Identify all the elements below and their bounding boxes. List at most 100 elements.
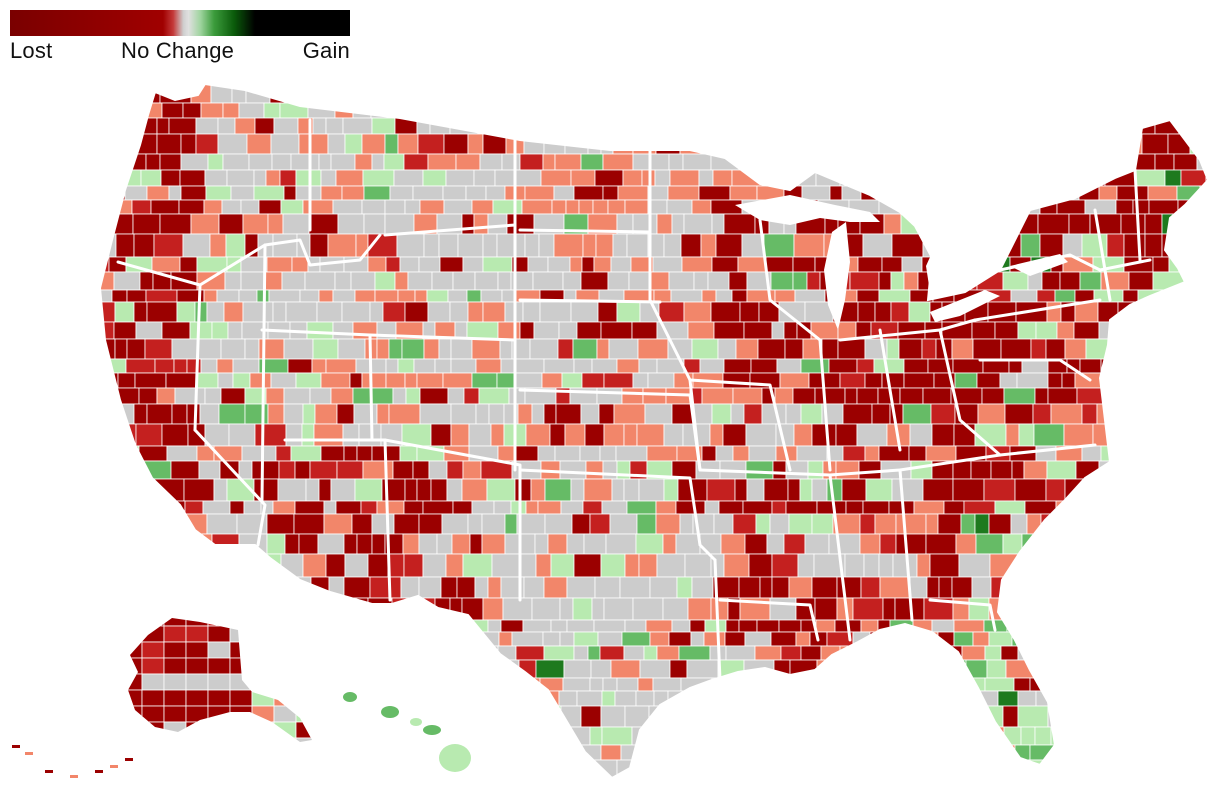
county-region <box>284 759 315 778</box>
county-region <box>895 513 927 535</box>
county-region <box>1106 645 1128 661</box>
county-region <box>699 358 725 374</box>
county-region <box>1095 576 1117 599</box>
county-region <box>706 478 736 502</box>
county-region <box>337 338 366 360</box>
hawaii-island <box>410 718 422 726</box>
alaska-region <box>251 618 275 627</box>
county-region <box>436 533 453 555</box>
county-region <box>593 619 626 633</box>
county-region <box>1158 372 1179 389</box>
county-region <box>216 289 240 303</box>
county-region <box>330 153 356 171</box>
county-region <box>128 783 146 792</box>
county-region <box>1143 321 1161 340</box>
county-region <box>232 358 260 374</box>
county-region <box>564 133 589 155</box>
county-region <box>1081 690 1110 707</box>
county-region <box>635 533 664 555</box>
county-region <box>968 597 990 621</box>
county-region <box>658 301 685 323</box>
county-region <box>452 690 471 707</box>
county-region <box>1002 533 1023 555</box>
county-region <box>100 185 126 201</box>
county-region <box>382 744 410 761</box>
county-region <box>1184 423 1208 447</box>
alaska-region <box>128 625 143 643</box>
county-region <box>680 233 702 258</box>
county-region <box>1213 272 1220 290</box>
county-region <box>454 321 468 340</box>
county-region <box>941 185 966 201</box>
county-region <box>231 84 247 104</box>
alaska-region <box>318 658 340 674</box>
county-region <box>804 690 834 707</box>
county-region <box>964 185 991 201</box>
county-region <box>320 372 351 389</box>
county-region <box>1200 619 1208 633</box>
county-region <box>1108 677 1132 692</box>
county-region <box>947 705 973 728</box>
county-region <box>244 338 260 360</box>
county-region <box>779 372 810 389</box>
county-region <box>952 460 972 480</box>
county-region <box>929 553 960 578</box>
county-region <box>669 726 684 746</box>
county-region <box>145 153 161 171</box>
county-region <box>925 445 957 462</box>
county-region <box>100 533 114 555</box>
state-border <box>828 473 852 642</box>
county-region <box>479 153 503 171</box>
county-region <box>301 677 315 692</box>
county-region <box>656 213 673 235</box>
county-region <box>616 301 641 323</box>
county-region <box>639 659 671 679</box>
county-region <box>204 759 224 778</box>
county-region <box>964 133 986 155</box>
county-region <box>494 117 514 135</box>
county-region <box>146 403 173 425</box>
county-region <box>704 500 720 515</box>
county-region <box>914 726 940 746</box>
county-region <box>1064 759 1084 778</box>
county-region <box>322 705 351 728</box>
county-region <box>676 102 697 119</box>
county-region <box>881 256 903 273</box>
county-region <box>738 576 761 599</box>
county-region <box>569 256 583 273</box>
county-region <box>100 153 119 171</box>
county-region <box>784 338 804 360</box>
alaska-region <box>185 689 209 707</box>
alaska-region <box>273 657 297 675</box>
county-region <box>951 338 974 360</box>
county-region <box>1030 338 1047 360</box>
county-region <box>492 199 523 215</box>
county-region <box>804 533 830 555</box>
county-region <box>144 597 159 621</box>
county-region <box>839 133 861 155</box>
county-region <box>452 500 473 515</box>
county-region <box>1179 233 1208 258</box>
county-region <box>202 500 231 515</box>
county-region <box>1190 445 1208 462</box>
county-region <box>597 84 626 104</box>
county-region <box>111 289 128 303</box>
county-region <box>1020 726 1036 746</box>
county-region <box>311 358 327 374</box>
county-region <box>670 289 703 303</box>
county-region <box>1183 677 1208 692</box>
county-region <box>913 500 945 515</box>
county-region <box>582 233 597 258</box>
county-region <box>582 500 603 515</box>
county-region <box>113 783 128 792</box>
county-region <box>446 478 463 502</box>
county-region <box>896 645 923 661</box>
county-region <box>226 169 255 187</box>
county-region <box>729 690 747 707</box>
county-region <box>769 513 790 535</box>
county-region <box>1115 199 1134 215</box>
county-region <box>649 271 670 291</box>
county-region <box>1096 117 1129 135</box>
county-region <box>881 372 905 389</box>
alaska-region <box>185 641 209 659</box>
